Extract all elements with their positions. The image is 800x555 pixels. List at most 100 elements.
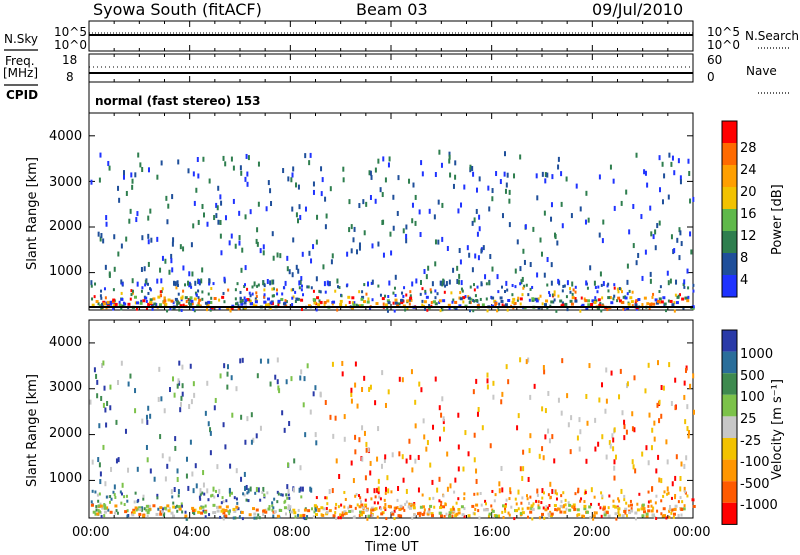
power-echo-cell bbox=[506, 172, 509, 178]
power-echo-cell bbox=[546, 257, 549, 263]
velocity-echo-cell bbox=[125, 494, 128, 498]
velocity-echo-cell bbox=[608, 440, 611, 446]
power-echo-cell bbox=[632, 203, 635, 209]
power-echo-cell bbox=[579, 206, 582, 212]
power-echo-cell bbox=[265, 206, 268, 212]
velocity-echo-cell bbox=[134, 388, 137, 394]
power-echo-cell bbox=[150, 237, 153, 243]
power-echo-cell bbox=[501, 213, 504, 219]
power-echo-cell bbox=[641, 303, 644, 307]
velocity-near-range-cell bbox=[371, 508, 375, 512]
power-near-range-cell bbox=[662, 296, 666, 300]
power-echo-cell bbox=[475, 208, 478, 214]
velocity-echo-cell bbox=[117, 380, 120, 386]
velocity-near-range-cell bbox=[288, 505, 292, 509]
velocity-near-range-cell bbox=[624, 507, 628, 511]
velocity-echo-cell bbox=[541, 496, 544, 500]
power-echo-cell bbox=[478, 226, 481, 232]
power-echo-cell bbox=[122, 170, 125, 176]
velocity-echo-cell bbox=[601, 434, 604, 440]
velocity-near-range-cell bbox=[138, 512, 142, 516]
velocity-echo-cell bbox=[209, 450, 212, 456]
velocity-near-range-cell bbox=[359, 510, 363, 514]
power-echo-cell bbox=[454, 174, 457, 180]
power-echo-cell bbox=[112, 307, 115, 311]
velocity-echo-cell bbox=[656, 402, 659, 408]
power-echo-cell bbox=[286, 255, 289, 261]
power-echo-cell bbox=[414, 194, 417, 200]
velocity-near-range-cell bbox=[583, 507, 587, 511]
velocity-near-range-cell bbox=[674, 504, 678, 508]
power-near-range-cell bbox=[658, 297, 662, 301]
velocity-echo-cell bbox=[607, 506, 610, 510]
velocity-colorbar-frame bbox=[721, 329, 738, 525]
velocity-echo-cell bbox=[328, 489, 331, 495]
velocity-echo-cell bbox=[274, 374, 277, 380]
power-echo-cell bbox=[649, 271, 652, 277]
velocity-echo-cell bbox=[110, 497, 113, 501]
power-echo-cell bbox=[539, 237, 542, 243]
power-echo-cell bbox=[471, 267, 474, 273]
power-near-range-cell bbox=[109, 300, 113, 304]
velocity-cb-tick-4: -25 bbox=[740, 434, 762, 449]
velocity-echo-cell bbox=[613, 475, 616, 481]
velocity-echo-cell bbox=[613, 459, 616, 465]
power-echo-cell bbox=[448, 306, 451, 310]
power-near-range-cell bbox=[180, 296, 184, 300]
velocity-echo-cell bbox=[613, 427, 616, 433]
power-echo-cell bbox=[602, 281, 605, 287]
power-near-range-cell bbox=[581, 303, 585, 307]
velocity-echo-cell bbox=[422, 418, 425, 424]
velocity-echo-cell bbox=[538, 516, 541, 520]
velocity-echo-cell bbox=[548, 438, 551, 444]
velocity-near-range-cell bbox=[322, 507, 326, 511]
velocity-echo-cell bbox=[222, 500, 225, 504]
velocity-echo-cell bbox=[334, 506, 337, 510]
power-near-range-cell bbox=[170, 299, 174, 303]
velocity-echo-cell bbox=[654, 501, 657, 505]
power-echo-cell bbox=[441, 202, 444, 208]
power-echo-cell bbox=[365, 292, 368, 296]
velocity-near-range-cell bbox=[224, 509, 228, 513]
power-echo-cell bbox=[239, 296, 242, 300]
power-echo-cell bbox=[421, 171, 424, 177]
velocity-near-range-cell bbox=[303, 508, 307, 512]
power-echo-cell bbox=[131, 278, 134, 284]
velocity-echo-cell bbox=[674, 405, 677, 411]
power-colorbar-segment bbox=[722, 275, 737, 297]
velocity-echo-cell bbox=[567, 501, 570, 505]
velocity-near-range-cell bbox=[252, 507, 256, 511]
power-echo-cell bbox=[680, 241, 683, 247]
velocity-echo-cell bbox=[126, 499, 129, 503]
power-echo-cell bbox=[683, 279, 686, 285]
power-echo-cell bbox=[131, 291, 134, 295]
power-echo-cell bbox=[219, 194, 222, 200]
power-near-range-cell bbox=[175, 299, 179, 303]
velocity-near-range-cell bbox=[429, 504, 433, 508]
power-echo-cell bbox=[141, 167, 144, 173]
power-echo-cell bbox=[686, 268, 689, 274]
velocity-echo-cell bbox=[588, 363, 591, 369]
velocity-echo-cell bbox=[590, 502, 593, 506]
velocity-echo-cell bbox=[651, 486, 654, 492]
velocity-echo-cell bbox=[163, 512, 166, 516]
power-echo-cell bbox=[587, 217, 590, 223]
velocity-echo-cell bbox=[517, 489, 520, 495]
velocity-echo-cell bbox=[611, 433, 614, 439]
power-echo-cell bbox=[291, 206, 294, 212]
velocity-echo-cell bbox=[203, 492, 206, 496]
power-echo-cell bbox=[442, 278, 445, 284]
power-echo-cell bbox=[234, 288, 237, 292]
velocity-near-range-cell bbox=[267, 507, 271, 511]
power-echo-cell bbox=[270, 201, 273, 207]
power-near-range-cell bbox=[691, 305, 695, 309]
velocity-echo-cell bbox=[440, 412, 443, 418]
velocity-echo-cell bbox=[288, 421, 291, 427]
velocity-near-range-cell bbox=[152, 504, 156, 508]
velocity-echo-cell bbox=[594, 446, 597, 452]
power-echo-cell bbox=[140, 289, 143, 293]
power-echo-cell bbox=[457, 279, 460, 285]
power-echo-cell bbox=[227, 288, 230, 292]
power-echo-cell bbox=[489, 254, 492, 260]
velocity-echo-cell bbox=[687, 433, 690, 439]
